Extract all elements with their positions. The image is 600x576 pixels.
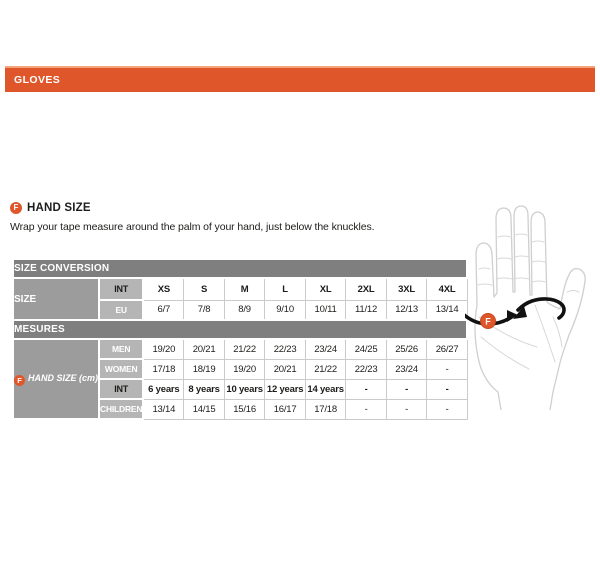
hand-outline bbox=[474, 205, 586, 410]
size-conversion-table: SIZE CONVERSION SIZE INT XS S M L XL 2XL… bbox=[11, 258, 469, 420]
hand-f-marker-letter: F bbox=[485, 317, 491, 327]
size-row-label: SIZE bbox=[12, 277, 100, 321]
measure-cell: 15/16 bbox=[223, 398, 266, 420]
measure-cell: 22/23 bbox=[264, 338, 306, 360]
size-cell: 10/11 bbox=[304, 299, 347, 321]
size-cell: 9/10 bbox=[264, 299, 306, 321]
measure-cell: 24/25 bbox=[345, 338, 387, 360]
size-cell: L bbox=[264, 277, 306, 301]
size-cell: 6/7 bbox=[142, 299, 185, 321]
measure-cell: - bbox=[345, 398, 387, 420]
measure-cell: 22/23 bbox=[345, 358, 387, 380]
measure-cell: 20/21 bbox=[264, 358, 306, 380]
hand-size-row-label: F HAND SIZE (cm) bbox=[12, 338, 100, 420]
measure-cell: 26/27 bbox=[426, 338, 468, 360]
measure-cell: 21/22 bbox=[304, 358, 347, 380]
size-cell: M bbox=[223, 277, 266, 301]
measure-f-icon: F bbox=[10, 202, 22, 214]
hand-size-heading: F HAND SIZE bbox=[10, 202, 91, 214]
measure-cell: 14/15 bbox=[183, 398, 225, 420]
measure-cell: - bbox=[385, 378, 428, 400]
table-row: CHILDREN 13/14 14/15 15/16 16/17 17/18 -… bbox=[13, 398, 468, 420]
size-cell: 7/8 bbox=[183, 299, 225, 321]
measure-cell: 8 years bbox=[183, 378, 225, 400]
size-cell: XS bbox=[142, 277, 185, 301]
size-cell: 3XL bbox=[385, 277, 428, 301]
hand-f-marker: F bbox=[480, 313, 496, 329]
measure-cell: 23/24 bbox=[385, 358, 428, 380]
size-conversion-header: SIZE CONVERSION bbox=[11, 258, 469, 279]
measure-cell: 21/22 bbox=[223, 338, 266, 360]
measure-cell: 16/17 bbox=[264, 398, 306, 420]
size-cell: 11/12 bbox=[345, 299, 387, 321]
table-row: SIZE INT XS S M L XL 2XL 3XL 4XL bbox=[12, 277, 468, 321]
table-row: F HAND SIZE (cm) MEN 19/20 20/21 21/22 22… bbox=[12, 338, 468, 420]
table-row: WOMEN 17/18 18/19 19/20 20/21 21/22 22/2… bbox=[13, 358, 468, 380]
mesures-header: MESURES bbox=[11, 319, 469, 340]
measure-cell: - bbox=[385, 398, 428, 420]
gloves-section-bar: GLOVES bbox=[5, 66, 595, 92]
hand-size-row-label-text: HAND SIZE (cm) bbox=[28, 372, 99, 383]
size-cell: 4XL bbox=[426, 277, 468, 301]
hand-measurement-illustration: F bbox=[465, 205, 586, 410]
size-conversion-header-row: SIZE CONVERSION bbox=[11, 258, 469, 279]
mesures-header-row: MESURES bbox=[11, 319, 469, 340]
eu-size-label: EU bbox=[97, 299, 145, 321]
measure-cell: 13/14 bbox=[142, 398, 185, 420]
measure-cell: - bbox=[426, 398, 468, 420]
measure-cell: 23/24 bbox=[304, 338, 347, 360]
women-row-label: WOMEN bbox=[97, 358, 145, 380]
measure-f-icon: F bbox=[14, 374, 25, 386]
measure-cell: 6 years bbox=[142, 378, 185, 400]
measure-cell: 12 years bbox=[264, 378, 306, 400]
hand-size-description: Wrap your tape measure around the palm o… bbox=[10, 221, 375, 233]
size-cell: S bbox=[183, 277, 225, 301]
measure-cell: 19/20 bbox=[142, 338, 185, 360]
gloves-section-title: GLOVES bbox=[14, 74, 61, 86]
size-cell: XL bbox=[304, 277, 347, 301]
measure-cell: 14 years bbox=[304, 378, 347, 400]
size-cell: 12/13 bbox=[385, 299, 428, 321]
measure-cell: 20/21 bbox=[183, 338, 225, 360]
size-cell: 13/14 bbox=[426, 299, 468, 321]
measure-cell: 10 years bbox=[223, 378, 266, 400]
size-cell: 2XL bbox=[345, 277, 387, 301]
measure-cell: - bbox=[426, 358, 468, 380]
measure-cell: 19/20 bbox=[223, 358, 266, 380]
measure-cell: - bbox=[345, 378, 387, 400]
children-row-label: CHILDREN bbox=[97, 398, 145, 420]
measure-cell: 18/19 bbox=[183, 358, 225, 380]
measure-cell: 17/18 bbox=[142, 358, 185, 380]
int-size-label: INT bbox=[97, 277, 145, 301]
measure-cell: 17/18 bbox=[304, 398, 347, 420]
measure-cell: - bbox=[426, 378, 468, 400]
int-years-row-label: INT bbox=[97, 378, 145, 400]
size-cell: 8/9 bbox=[223, 299, 266, 321]
men-row-label: MEN bbox=[97, 338, 145, 360]
measure-cell: 25/26 bbox=[385, 338, 428, 360]
hand-size-title: HAND SIZE bbox=[27, 202, 91, 214]
table-row: INT 6 years 8 years 10 years 12 years 14… bbox=[13, 378, 468, 400]
